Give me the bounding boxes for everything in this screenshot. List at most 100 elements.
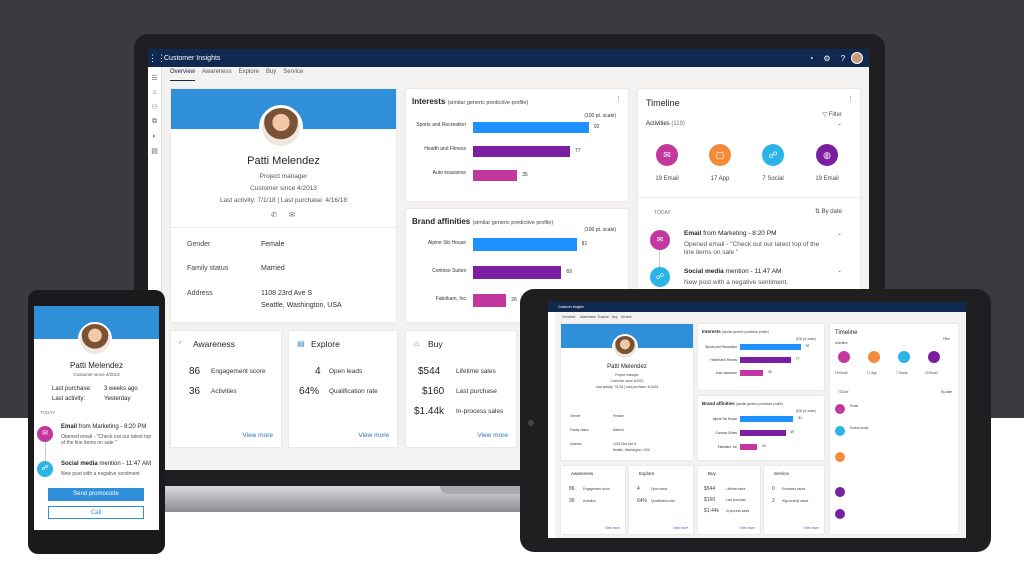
people-icon[interactable]: ⚇ (151, 104, 158, 111)
tablet-field-label: Address (570, 442, 582, 446)
email-icon[interactable]: ◍ (816, 144, 838, 166)
tablet-awareness-more[interactable]: View more (605, 526, 620, 530)
sort-button[interactable]: ⇅ By date (814, 209, 842, 215)
app-header: ⋮⋮ Customer Insights ◔ ⚙ ? (148, 49, 869, 67)
item-time: - 11:47 AM (748, 268, 782, 275)
tablet-tl-title[interactable]: Email (850, 404, 858, 408)
bar-label: Sports and Recreation (705, 345, 737, 349)
bar[interactable] (740, 444, 758, 450)
phone-name: Patti Melendez (70, 361, 123, 370)
tablet-buy-num: $1.44k (704, 508, 720, 514)
phone-icon[interactable]: ✆ (271, 212, 277, 219)
type-caption: 19 Email (815, 176, 839, 182)
timeline-card: Timeline ⋮ ▽ Filter Activities (119) ⌄ ✉… (638, 89, 860, 322)
tablet-profile-activity: Last activity: 7/1/18 | Last purchase: 4… (595, 385, 659, 389)
tab-service[interactable]: Service (283, 69, 304, 75)
tablet-filter-label[interactable]: Filter (942, 337, 950, 341)
chevron-down-icon[interactable]: ⌄ (836, 121, 842, 127)
bar-value: 69 (790, 430, 795, 435)
tablet-app-icon[interactable] (868, 351, 880, 363)
avatar[interactable] (851, 52, 863, 64)
item-source: from Marketing (77, 424, 119, 430)
tablet-brand-subtitle: (similar generic predictive profile) (736, 402, 783, 406)
item-type: Email (684, 230, 702, 237)
tablet-tab-explore[interactable]: Explore (598, 315, 609, 319)
waffle-icon[interactable]: ⋮⋮ (148, 52, 166, 63)
tablet-tab-service[interactable]: Service (621, 315, 632, 319)
buy-inprocess-label: In-process sales (456, 408, 504, 415)
gear-icon[interactable]: ⚙ (823, 53, 831, 63)
home-icon[interactable]: ⌂ (152, 89, 157, 96)
tablet-tl-title[interactable]: Social media (850, 426, 869, 430)
bar[interactable] (473, 266, 562, 279)
tablet-activities-label: Activities (835, 341, 848, 345)
buy-view-more[interactable]: View more (477, 432, 508, 439)
email-icon[interactable]: ✉ (656, 144, 678, 166)
segments-icon[interactable]: ⧉ (152, 118, 157, 125)
tablet-ex-label: Qualification rate (651, 499, 675, 503)
bar-value: 77 (575, 148, 581, 154)
explore-view-more[interactable]: View more (358, 432, 389, 439)
timeline-item-title[interactable]: Email from Marketing - 8:20 PM (684, 230, 776, 237)
tablet-svc-num: 0 (772, 486, 775, 492)
tablet-profile-name: Patti Melendez (607, 364, 647, 370)
tablet-tab-awareness[interactable]: Awareness (580, 315, 596, 319)
bar[interactable] (473, 122, 589, 133)
filter-button[interactable]: ▽ Filter (822, 111, 842, 118)
call-button[interactable]: Call (48, 506, 144, 519)
today-label: TODAY (654, 210, 671, 216)
bar[interactable] (740, 370, 764, 376)
bar[interactable] (473, 294, 507, 307)
phone-social-title[interactable]: Social media mention - 11:47 AM (61, 461, 151, 467)
bar[interactable] (740, 357, 791, 363)
bar[interactable] (740, 344, 801, 350)
interests-scale: (100 pt. scale) (584, 113, 616, 119)
tab-explore[interactable]: Explore (238, 69, 259, 75)
tablet-email-icon[interactable] (928, 351, 940, 363)
explore-rate: 64% (299, 386, 320, 397)
timeline-item-title[interactable]: Social media mention - 11:47 AM (684, 268, 781, 275)
social-icon: ☍ (650, 267, 670, 287)
phone-email-title[interactable]: Email from Marketing - 8:20 PM (61, 424, 146, 430)
tab-buy[interactable]: Buy (265, 69, 277, 75)
chevron-down-icon[interactable]: ⌄ (836, 231, 842, 237)
bar-label: Contoso Suites (715, 431, 737, 435)
app-icon[interactable]: ▢ (709, 144, 731, 166)
phone-today: TODAY (40, 410, 56, 415)
tablet-email-icon[interactable] (838, 351, 850, 363)
tablet-explore-more[interactable]: View more (673, 526, 688, 530)
bar[interactable] (740, 416, 794, 422)
tablet-tab-overview[interactable]: Overview (562, 315, 576, 319)
send-promocode-button[interactable]: Send promocode (48, 488, 144, 501)
explore-title: Explore (311, 339, 340, 349)
tablet-field-value: Married (613, 428, 624, 432)
bar[interactable] (473, 238, 577, 251)
tablet-buy-more[interactable]: View more (740, 526, 755, 530)
tablet-service-more[interactable]: View more (804, 526, 819, 530)
menu-icon[interactable]: ☰ (151, 75, 158, 82)
bar[interactable] (740, 430, 786, 436)
social-icon[interactable]: ☍ (762, 144, 784, 166)
help-icon[interactable]: ? (840, 53, 846, 63)
type-caption: 17 App (710, 176, 730, 182)
more-icon[interactable]: ⋮ (615, 96, 622, 103)
awareness-view-more[interactable]: View more (242, 432, 273, 439)
bar[interactable] (473, 146, 571, 157)
tablet-explore-title: Explore (639, 471, 655, 476)
more-icon[interactable]: ⋮ (847, 96, 854, 103)
bar-value: 92 (805, 344, 810, 349)
tab-awareness[interactable]: Awareness (202, 69, 232, 75)
profile-name: Patti Melendez (247, 155, 320, 167)
document-icon[interactable]: ▤ (151, 148, 158, 155)
bar[interactable] (473, 170, 518, 181)
tablet-social-icon[interactable] (898, 351, 910, 363)
buy-inprocess: $1.44k (414, 406, 445, 417)
mail-icon[interactable]: ✉ (289, 212, 295, 219)
insights-icon[interactable]: ◐ (152, 133, 157, 140)
chevron-down-icon[interactable]: ⌄ (836, 268, 842, 274)
tablet-sort-label[interactable]: By date (941, 390, 952, 394)
bell-icon[interactable]: ◔ (808, 53, 814, 63)
profile-activity: Last activity: 7/1/18 | Last purchase: 4… (219, 197, 348, 204)
tab-overview[interactable]: Overview (170, 69, 196, 81)
tablet-tab-buy[interactable]: Buy (612, 315, 618, 319)
